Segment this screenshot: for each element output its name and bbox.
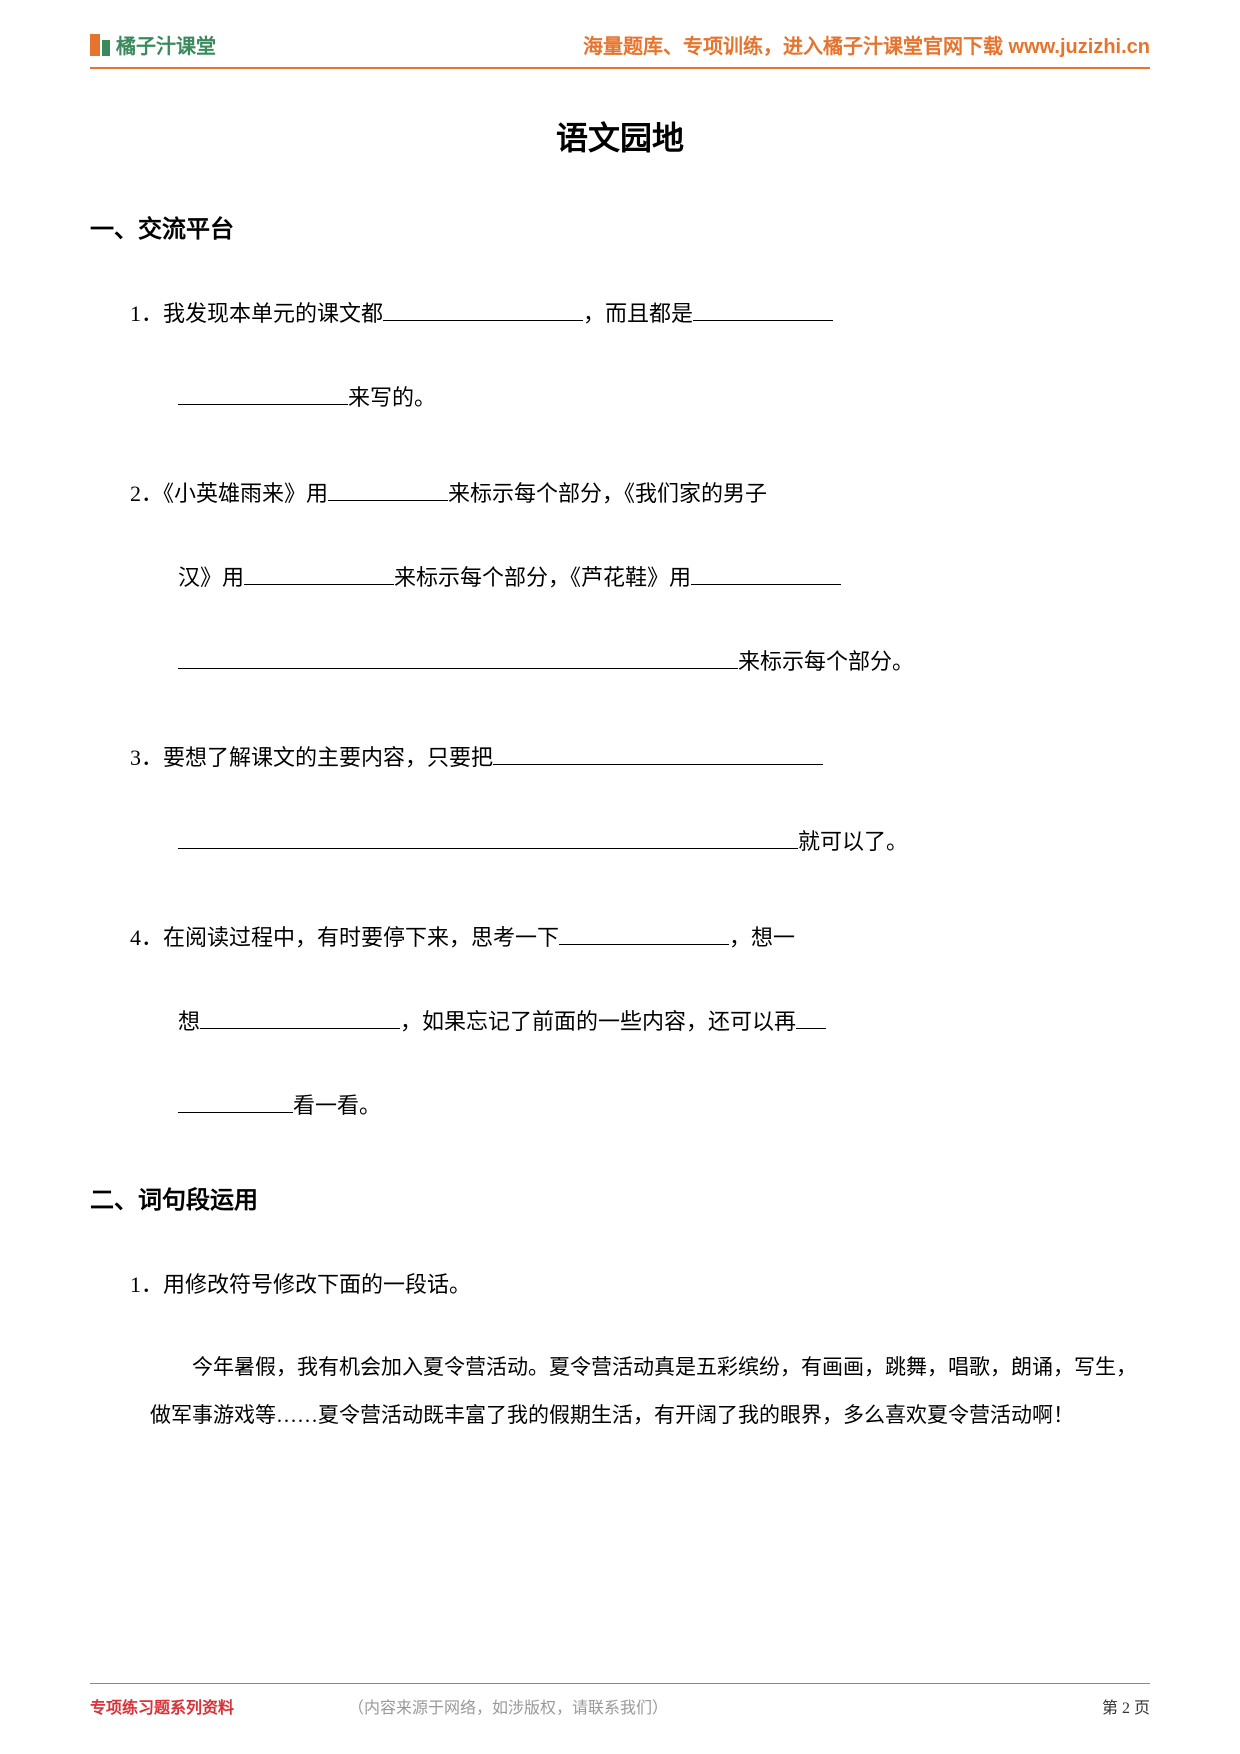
section-1-heading: 一、交流平台 xyxy=(90,209,1150,244)
page-container: 橘子汁课堂 海量题库、专项训练，进入橘子汁课堂官网下载 www.juzizhi.… xyxy=(0,0,1240,1754)
q4-text1: 4．在阅读过程中，有时要停下来，思考一下 xyxy=(130,925,559,950)
q3-text1: 3．要想了解课文的主要内容，只要把 xyxy=(130,745,493,770)
q3-line2: 就可以了。 xyxy=(130,820,1150,864)
footer-right-suffix: 页 xyxy=(1130,1700,1150,1717)
q2-blank4[interactable] xyxy=(178,647,738,669)
question-4: 4．在阅读过程中，有时要停下来，思考一下 ，想一 想 ，如果忘记了前面的一些内容，还… xyxy=(130,916,1150,1128)
q1-text3: 来写的。 xyxy=(348,385,436,410)
s2q1-prompt: 1．用修改符号修改下面的一段话。 xyxy=(130,1263,1150,1307)
q1-blank2[interactable] xyxy=(693,299,833,321)
q4-line1: 4．在阅读过程中，有时要停下来，思考一下 ，想一 xyxy=(130,916,1150,960)
q1-blank1[interactable] xyxy=(383,299,583,321)
q3-blank2[interactable] xyxy=(178,827,798,849)
q2-text5: 来标示每个部分。 xyxy=(738,649,914,674)
logo-block-green xyxy=(102,40,110,56)
footer-page-num: 2 xyxy=(1122,1700,1130,1717)
s2q1-paragraph: 今年暑假，我有机会加入夏令营活动。夏令营活动真是五彩缤纷，有画画，跳舞，唱歌，朗… xyxy=(150,1343,1140,1440)
logo-block-orange xyxy=(90,34,100,56)
q2-text2: 来标示每个部分，《我们家的男子 xyxy=(448,481,767,506)
q3-line1: 3．要想了解课文的主要内容，只要把 xyxy=(130,736,1150,780)
q1-text1: 1．我发现本单元的课文都 xyxy=(130,301,383,326)
logo: 橘子汁课堂 xyxy=(90,30,216,59)
q2-line2: 汉》用 来标示每个部分，《芦花鞋》用 xyxy=(130,556,1150,600)
q2-blank2[interactable] xyxy=(244,563,394,585)
footer-center: （内容来源于网络，如涉版权，请联系我们） xyxy=(348,1694,668,1718)
q3-blank1[interactable] xyxy=(493,743,823,765)
page-header: 橘子汁课堂 海量题库、专项训练，进入橘子汁课堂官网下载 www.juzizhi.… xyxy=(90,30,1150,69)
q2-blank1[interactable] xyxy=(328,479,448,501)
question-1: 1．我发现本单元的课文都 ，而且都是 来写的。 xyxy=(130,292,1150,420)
q4-blank3[interactable] xyxy=(796,1007,826,1029)
q2-text1: 2．《小英雄雨来》用 xyxy=(130,481,328,506)
section-1: 一、交流平台 1．我发现本单元的课文都 ，而且都是 来写的。 2．《小英雄雨来》用… xyxy=(90,209,1150,1128)
footer-right-prefix: 第 xyxy=(1102,1700,1122,1717)
logo-icon xyxy=(90,34,110,56)
q3-text2: 就可以了。 xyxy=(798,829,908,854)
section-2-heading: 二、词句段运用 xyxy=(90,1180,1150,1215)
q1-line1: 1．我发现本单元的课文都 ，而且都是 xyxy=(130,292,1150,336)
q4-text3: 想 xyxy=(178,1009,200,1034)
q4-blank2[interactable] xyxy=(200,1007,400,1029)
logo-text: 橘子汁课堂 xyxy=(116,30,216,59)
footer-left: 专项练习题系列资料 xyxy=(90,1694,234,1718)
q1-blank3[interactable] xyxy=(178,383,348,405)
footer-right: 第 2 页 xyxy=(1102,1694,1150,1718)
q4-text4: ，如果忘记了前面的一些内容，还可以再 xyxy=(400,1009,796,1034)
q4-text2: ，想一 xyxy=(729,925,795,950)
question-2: 2．《小英雄雨来》用 来标示每个部分，《我们家的男子 汉》用 来标示每个部分，《芦花… xyxy=(130,472,1150,684)
q2-blank3[interactable] xyxy=(691,563,841,585)
question-3: 3．要想了解课文的主要内容，只要把 就可以了。 xyxy=(130,736,1150,864)
q2-line3: 来标示每个部分。 xyxy=(130,640,1150,684)
q4-blank1[interactable] xyxy=(559,923,729,945)
q2-text3: 汉》用 xyxy=(178,565,244,590)
q1-line2: 来写的。 xyxy=(130,376,1150,420)
q4-blank4[interactable] xyxy=(178,1091,293,1113)
section2-question-1: 1．用修改符号修改下面的一段话。 xyxy=(130,1263,1150,1307)
page-title: 语文园地 xyxy=(90,113,1150,159)
q2-text4: 来标示每个部分，《芦花鞋》用 xyxy=(394,565,691,590)
q2-line1: 2．《小英雄雨来》用 来标示每个部分，《我们家的男子 xyxy=(130,472,1150,516)
q4-line2: 想 ，如果忘记了前面的一些内容，还可以再 xyxy=(130,1000,1150,1044)
page-footer: 专项练习题系列资料 （内容来源于网络，如涉版权，请联系我们） 第 2 页 xyxy=(90,1683,1150,1718)
header-link-text: 海量题库、专项训练，进入橘子汁课堂官网下载 www.juzizhi.cn xyxy=(583,30,1150,59)
q4-line3: 看一看。 xyxy=(130,1084,1150,1128)
section-2: 二、词句段运用 1．用修改符号修改下面的一段话。 今年暑假，我有机会加入夏令营活… xyxy=(90,1180,1150,1440)
q1-text2: ，而且都是 xyxy=(583,301,693,326)
q4-text5: 看一看。 xyxy=(293,1093,381,1118)
